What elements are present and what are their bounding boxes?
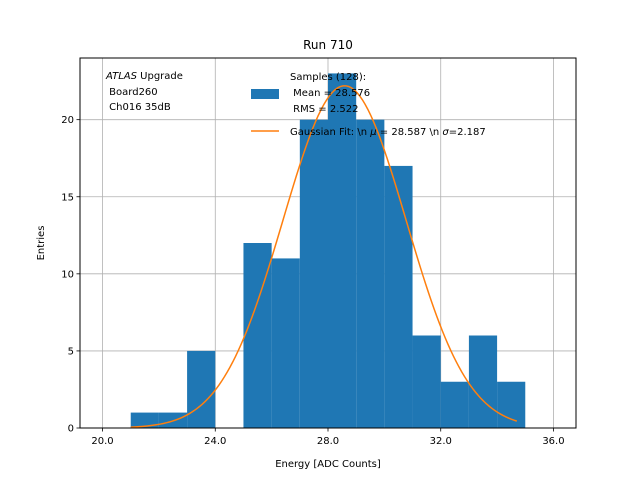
histogram-bar-2 — [187, 350, 216, 428]
annotation-channel: Ch016 35dB — [106, 102, 171, 113]
x-tick-label-0: 20.0 — [91, 436, 113, 447]
gaussian-fit — [130, 85, 518, 428]
histogram-bar-10 — [412, 335, 441, 428]
x-axis-ticks: 20.0 24.0 28.0 32.0 36.0 — [91, 428, 565, 447]
x-tick-label-1: 24.0 — [204, 436, 226, 447]
histogram-bar-9 — [384, 165, 413, 428]
y-axis-ticks: 0 5 10 15 20 — [61, 115, 80, 435]
legend-hist-swatch — [251, 89, 279, 99]
legend-fit-suffix: =2.187 — [449, 127, 486, 138]
x-tick-label-2: 28.0 — [317, 436, 339, 447]
legend-hist-line-1: Samples (128): — [290, 72, 366, 83]
y-axis-label: Entries — [36, 226, 47, 261]
histogram-bar-5 — [271, 258, 300, 428]
histogram-bars — [130, 73, 526, 429]
histogram-bar-8 — [356, 119, 385, 429]
gaussian-fit-line — [130, 85, 518, 428]
annotation-atlas: ATLAS — [105, 71, 138, 82]
annotation-upgrade: Upgrade — [137, 71, 183, 82]
legend-hist-line-3: RMS = 2.522 — [290, 104, 358, 115]
histogram-bar-6 — [299, 119, 328, 429]
atlas-annotation: ATLAS Upgrade Board260 Ch016 35dB — [105, 71, 183, 113]
histogram-bar-13 — [497, 381, 526, 428]
legend: Samples (128): Mean = 28.576 RMS = 2.522… — [251, 72, 486, 138]
x-axis-label: Energy [ADC Counts] — [275, 459, 381, 470]
histogram-bar-0 — [130, 412, 159, 428]
y-tick-label-0: 0 — [68, 424, 74, 435]
x-tick-label-3: 32.0 — [430, 436, 452, 447]
y-tick-label-4: 20 — [61, 115, 74, 126]
histogram-bar-7 — [328, 73, 357, 429]
histogram-bar-12 — [468, 335, 498, 428]
legend-fit-label: Gaussian Fit: \n μ = 28.587 \n σ=2.187 — [290, 127, 486, 138]
legend-fit-sigma: σ — [442, 127, 449, 138]
y-tick-label-3: 15 — [61, 192, 74, 203]
legend-fit-mid: = 28.587 \n — [377, 127, 443, 138]
histogram-bar-11 — [440, 381, 469, 428]
legend-fit-prefix: Gaussian Fit: \n — [290, 127, 370, 138]
legend-hist-line-2: Mean = 28.576 — [290, 88, 370, 99]
legend-fit-mu: μ — [369, 127, 376, 138]
y-tick-label-2: 10 — [61, 269, 74, 280]
annotation-board: Board260 — [106, 87, 158, 98]
x-tick-label-4: 36.0 — [542, 436, 564, 447]
chart-title: Run 710 — [303, 38, 353, 52]
annotation-line-1: ATLAS Upgrade — [105, 71, 183, 82]
y-tick-label-1: 5 — [68, 346, 74, 357]
